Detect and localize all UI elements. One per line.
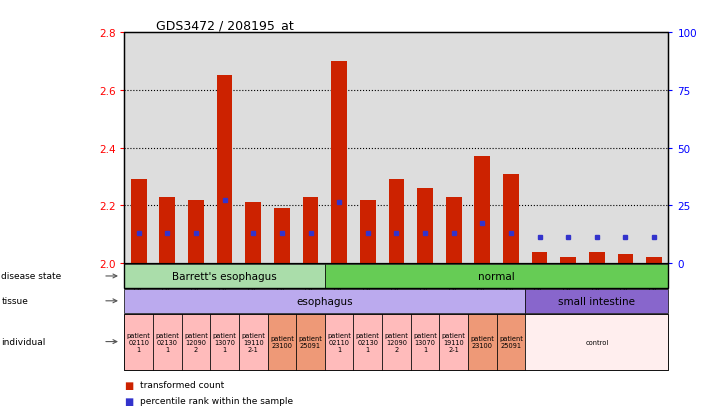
- Bar: [388, 180, 405, 263]
- Bar: [646, 258, 662, 263]
- Text: tissue: tissue: [1, 297, 28, 306]
- Text: ■: ■: [124, 380, 134, 390]
- Bar: [245, 203, 261, 263]
- Bar: [331, 62, 347, 263]
- Bar: [446, 197, 461, 263]
- Text: control: control: [585, 339, 609, 345]
- Bar: [417, 189, 433, 263]
- Bar: [188, 200, 204, 263]
- Bar: [560, 258, 576, 263]
- Bar: [217, 76, 232, 263]
- Bar: [274, 209, 290, 263]
- Bar: [303, 197, 319, 263]
- Bar: [618, 255, 634, 263]
- Bar: [159, 197, 175, 263]
- Text: patient
25091: patient 25091: [499, 335, 523, 348]
- Text: small intestine: small intestine: [558, 296, 635, 306]
- Text: patient
19110
2-1: patient 19110 2-1: [442, 332, 466, 352]
- Bar: [474, 157, 490, 263]
- Text: ■: ■: [124, 396, 134, 406]
- Bar: [589, 252, 604, 263]
- Text: individual: individual: [1, 337, 46, 346]
- Text: patient
23100: patient 23100: [270, 335, 294, 348]
- Text: normal: normal: [479, 271, 515, 281]
- Text: patient
13070
1: patient 13070 1: [213, 332, 237, 352]
- Bar: [131, 180, 146, 263]
- Text: disease state: disease state: [1, 272, 62, 281]
- Text: patient
02110
1: patient 02110 1: [127, 332, 151, 352]
- Text: GDS3472 / 208195_at: GDS3472 / 208195_at: [156, 19, 294, 31]
- Text: patient
02130
1: patient 02130 1: [156, 332, 179, 352]
- Text: Barrett's esophagus: Barrett's esophagus: [172, 271, 277, 281]
- Bar: [503, 174, 519, 263]
- Text: percentile rank within the sample: percentile rank within the sample: [140, 396, 293, 405]
- Text: patient
25091: patient 25091: [299, 335, 323, 348]
- Text: esophagus: esophagus: [296, 296, 353, 306]
- Text: patient
23100: patient 23100: [470, 335, 494, 348]
- Text: patient
02110
1: patient 02110 1: [327, 332, 351, 352]
- Bar: [532, 252, 547, 263]
- Text: patient
13070
1: patient 13070 1: [413, 332, 437, 352]
- Text: patient
19110
2-1: patient 19110 2-1: [241, 332, 265, 352]
- Bar: [360, 200, 375, 263]
- Text: transformed count: transformed count: [140, 380, 224, 389]
- Text: patient
12090
2: patient 12090 2: [385, 332, 408, 352]
- Text: patient
12090
2: patient 12090 2: [184, 332, 208, 352]
- Text: patient
02130
1: patient 02130 1: [356, 332, 380, 352]
